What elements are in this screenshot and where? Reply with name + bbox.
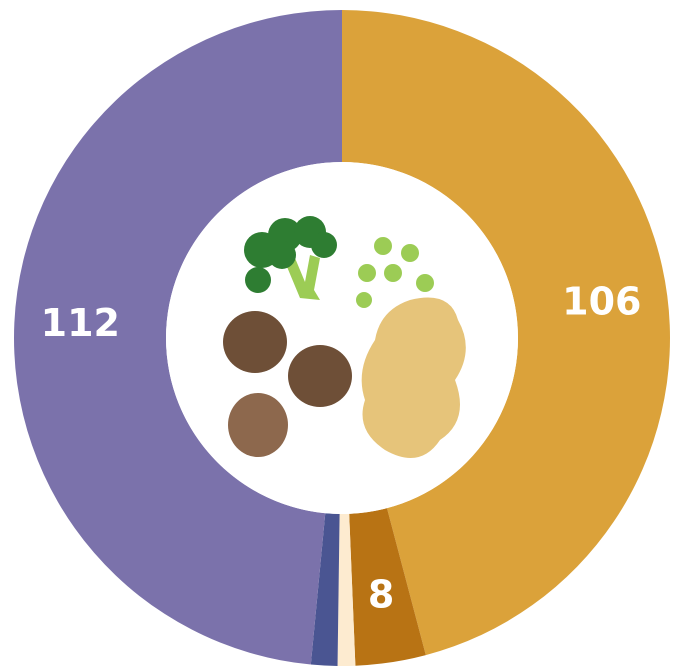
donut-hole <box>166 162 518 514</box>
slice <box>342 10 670 656</box>
data-label: 106 <box>562 280 641 324</box>
slice <box>14 10 342 665</box>
data-label: 8 <box>368 573 394 617</box>
data-label: 112 <box>41 301 120 345</box>
food-icon <box>223 216 466 458</box>
slice <box>337 513 356 666</box>
slice <box>310 513 340 666</box>
slices <box>14 10 670 666</box>
slice <box>349 508 426 666</box>
